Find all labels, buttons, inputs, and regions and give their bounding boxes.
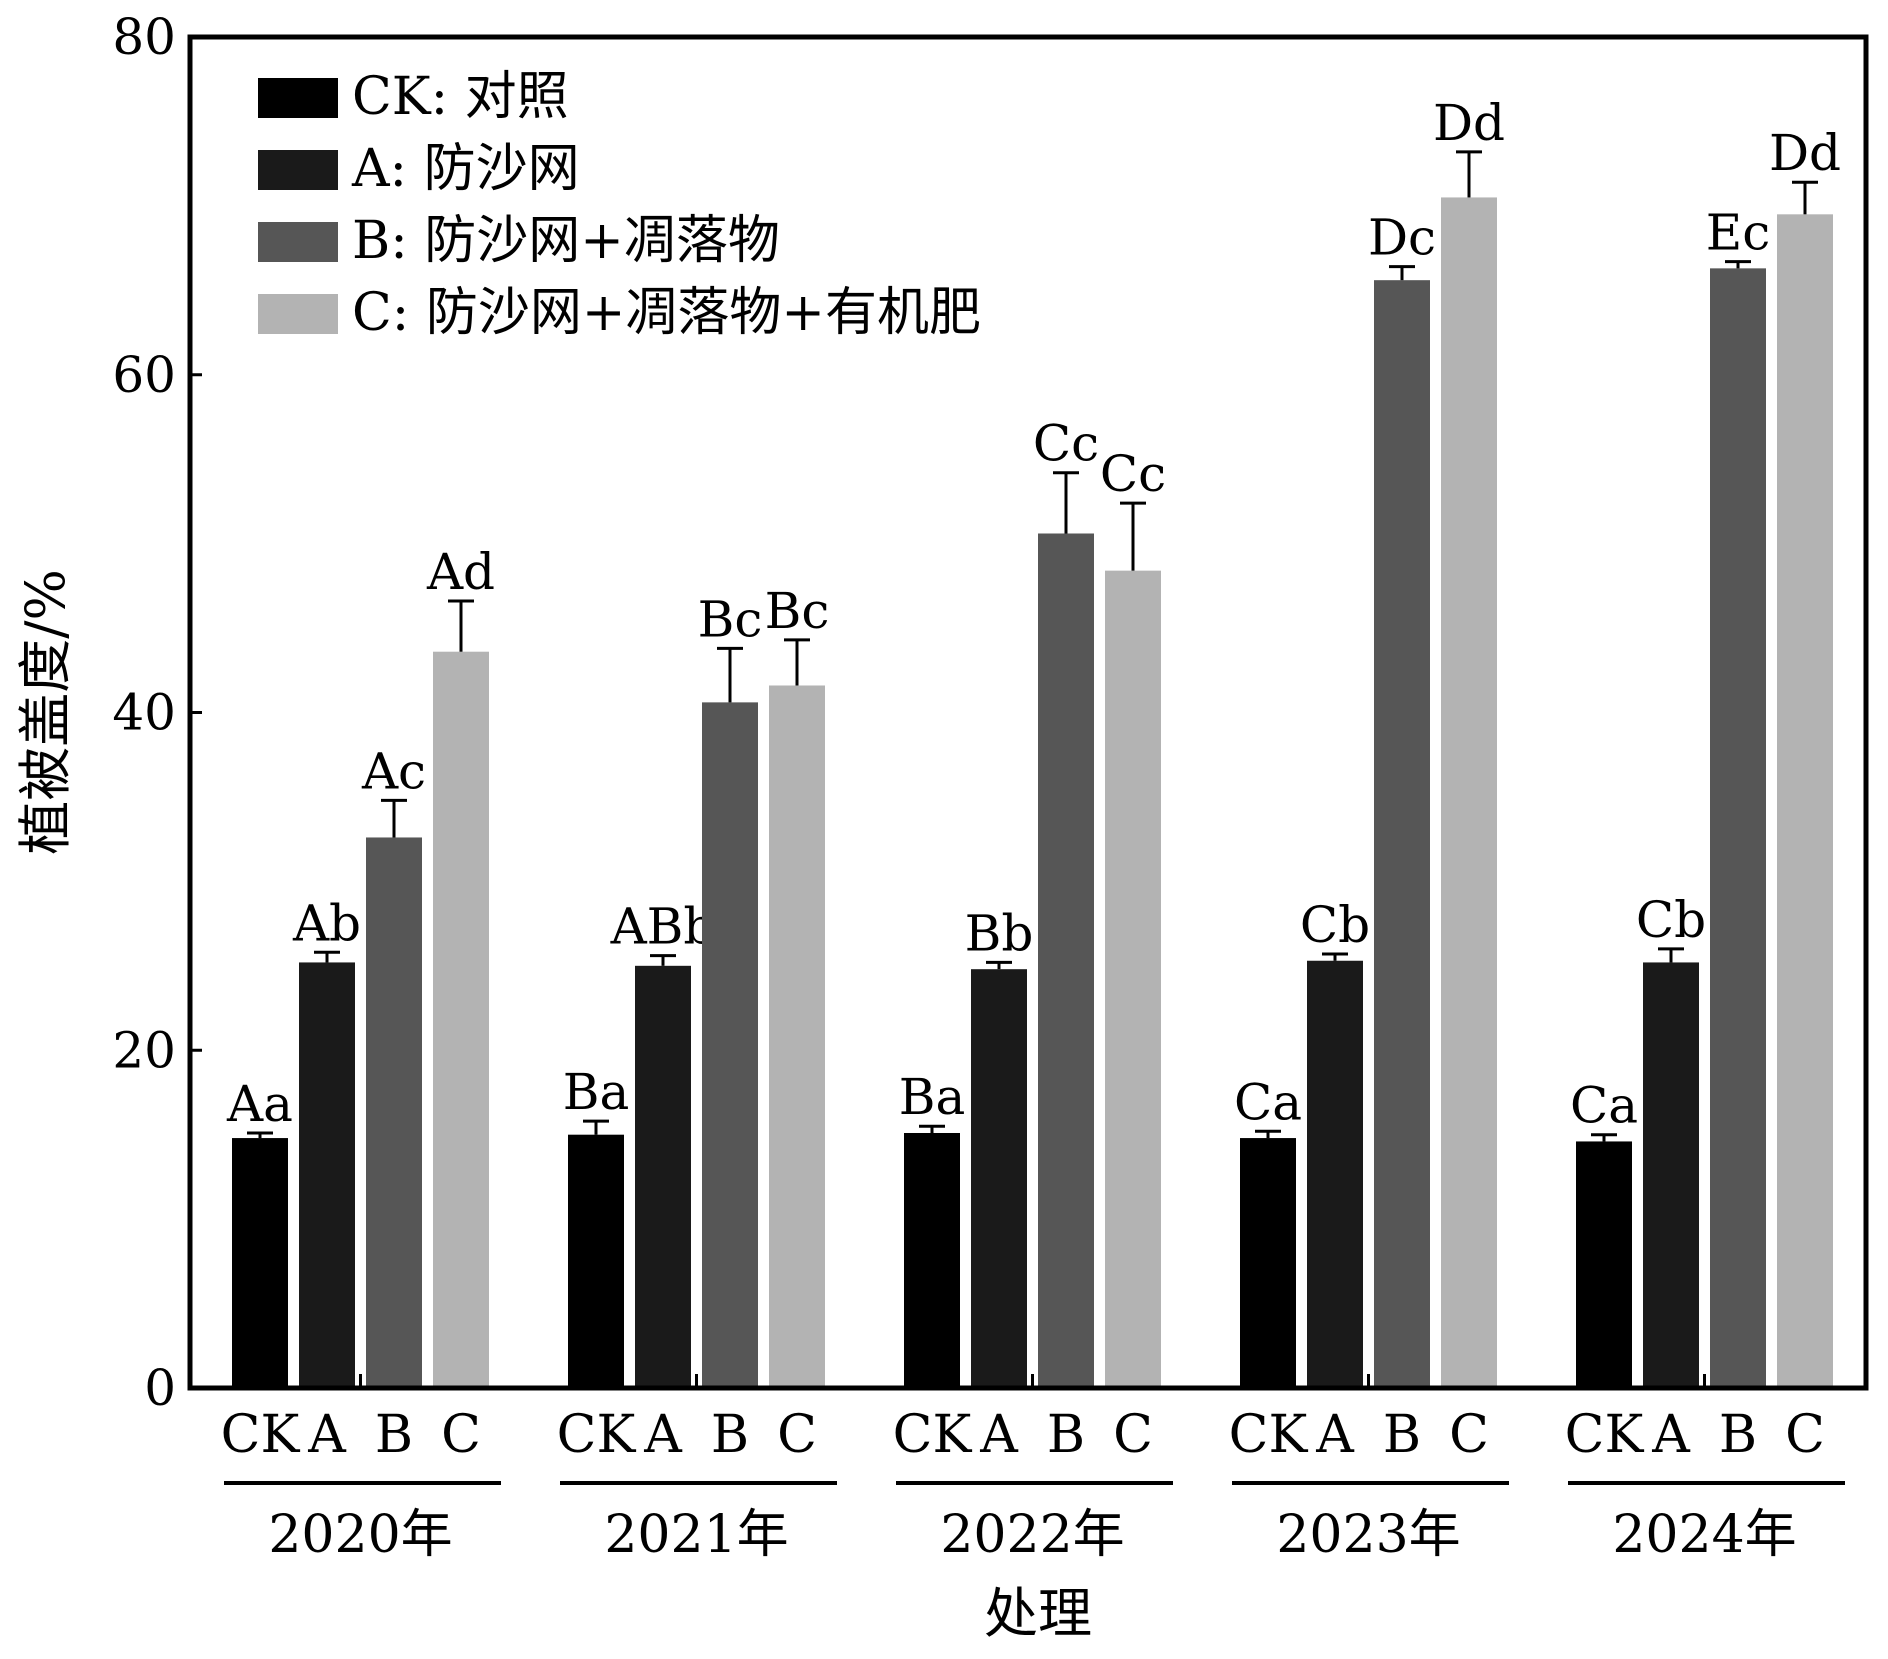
x-category-label-ck-3: CK [1229, 1405, 1309, 1465]
x-category-label-c-1: C [777, 1405, 817, 1465]
data-label-c-0: Ad [426, 543, 495, 601]
data-label-ck-2: Ba [899, 1068, 966, 1126]
group-label-0: 2020年 [268, 1505, 452, 1565]
x-category-label-b-3: B [1383, 1405, 1421, 1465]
data-label-c-4: Dd [1769, 124, 1841, 182]
bar-c-4 [1777, 214, 1833, 1389]
y-tick-label-20: 20 [112, 1021, 176, 1079]
bar-ck-3 [1240, 1138, 1296, 1388]
x-category-label-ck-0: CK [221, 1405, 301, 1465]
bar-a-0 [299, 962, 355, 1388]
legend-label-ck: CK: 对照 [352, 67, 569, 127]
y-axis-title: 植被盖度/% [14, 569, 77, 855]
x-category-label-ck-2: CK [893, 1405, 973, 1465]
bar-ck-1 [568, 1134, 624, 1388]
data-label-ck-0: Aa [226, 1075, 293, 1133]
y-tick-label-0: 0 [144, 1359, 176, 1417]
legend-label-b: B: 防沙网+凋落物 [352, 211, 780, 271]
x-axis-title: 处理 [984, 1582, 1092, 1645]
group-label-3: 2023年 [1276, 1505, 1460, 1565]
bar-ck-4 [1576, 1141, 1632, 1388]
data-label-b-3: Dc [1368, 209, 1436, 267]
bar-b-4 [1710, 268, 1766, 1388]
bar-a-2 [971, 969, 1027, 1388]
bar-c-3 [1441, 197, 1497, 1388]
data-label-ck-1: Ba [563, 1063, 630, 1121]
x-category-label-ck-4: CK [1565, 1405, 1645, 1465]
x-category-label-a-1: A [643, 1405, 683, 1465]
data-label-a-1: ABb [610, 898, 716, 956]
data-label-c-3: Dd [1433, 94, 1505, 152]
bar-c-0 [433, 651, 489, 1388]
x-category-label-c-4: C [1785, 1405, 1825, 1465]
y-tick-label-40: 40 [112, 684, 176, 742]
bar-b-2 [1038, 533, 1094, 1388]
data-label-b-1: Bc [698, 590, 763, 648]
x-category-label-b-4: B [1719, 1405, 1757, 1465]
bar-c-1 [769, 685, 825, 1388]
legend-label-a: A: 防沙网 [351, 139, 580, 199]
group-label-4: 2024年 [1612, 1505, 1796, 1565]
x-category-label-c-0: C [441, 1405, 481, 1465]
x-category-label-b-1: B [711, 1405, 749, 1465]
data-label-a-0: Ab [292, 894, 361, 952]
x-category-label-a-0: A [307, 1405, 347, 1465]
x-category-label-b-2: B [1047, 1405, 1085, 1465]
x-category-label-c-3: C [1449, 1405, 1489, 1465]
group-label-1: 2021年 [604, 1505, 788, 1565]
x-category-label-a-2: A [979, 1405, 1019, 1465]
x-category-label-b-0: B [375, 1405, 413, 1465]
x-category-label-ck-1: CK [557, 1405, 637, 1465]
bar-b-3 [1374, 280, 1430, 1389]
legend-swatch-b [258, 222, 338, 262]
data-label-a-3: Cb [1300, 896, 1370, 954]
data-label-a-2: Bb [965, 904, 1034, 962]
x-category-label-c-2: C [1113, 1405, 1153, 1465]
y-tick-label-60: 60 [112, 346, 176, 404]
data-label-b-0: Ac [361, 742, 426, 800]
bar-a-4 [1643, 962, 1699, 1388]
bar-b-0 [366, 837, 422, 1388]
bar-b-1 [702, 702, 758, 1388]
x-category-label-a-4: A [1651, 1405, 1691, 1465]
bar-ck-2 [904, 1132, 960, 1388]
group-label-2: 2022年 [940, 1505, 1124, 1565]
data-label-b-4: Ec [1706, 204, 1771, 262]
data-label-c-1: Bc [765, 582, 830, 640]
legend-swatch-c [258, 294, 338, 334]
data-label-c-2: Cc [1100, 445, 1166, 503]
legend-swatch-a [258, 150, 338, 190]
data-label-a-4: Cb [1636, 891, 1706, 949]
data-label-b-2: Cc [1033, 415, 1099, 473]
x-category-label-a-3: A [1315, 1405, 1355, 1465]
legend-swatch-ck [258, 78, 338, 118]
data-label-ck-3: Ca [1234, 1073, 1302, 1131]
bar-a-3 [1307, 960, 1363, 1388]
bar-c-2 [1105, 570, 1161, 1388]
bar-a-1 [635, 965, 691, 1388]
y-tick-label-80: 80 [112, 8, 176, 66]
data-label-ck-4: Ca [1570, 1077, 1638, 1135]
bar-ck-0 [232, 1138, 288, 1388]
legend-label-c: C: 防沙网+凋落物+有机肥 [352, 283, 981, 343]
